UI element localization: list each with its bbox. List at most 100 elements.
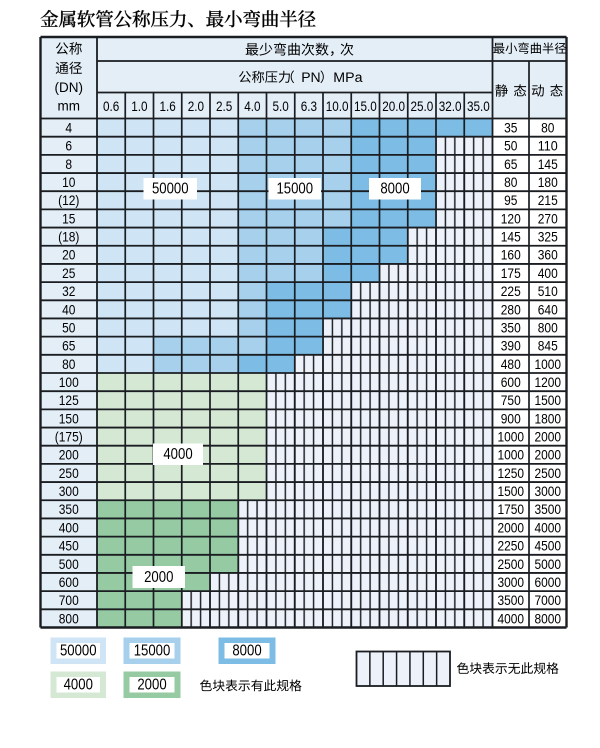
svg-text:8000: 8000 xyxy=(380,180,409,197)
svg-text:225: 225 xyxy=(501,284,521,299)
svg-text:145: 145 xyxy=(538,157,558,172)
svg-text:2000: 2000 xyxy=(137,677,166,694)
svg-text:20.0: 20.0 xyxy=(382,99,405,114)
svg-text:65: 65 xyxy=(504,157,517,172)
svg-text:MPa: MPa xyxy=(333,70,362,86)
svg-text:50000: 50000 xyxy=(152,180,189,197)
svg-text:15.0: 15.0 xyxy=(354,99,377,114)
svg-text:390: 390 xyxy=(501,339,521,354)
svg-text:750: 750 xyxy=(501,393,521,408)
svg-text:1000: 1000 xyxy=(534,357,561,372)
svg-text:3500: 3500 xyxy=(534,502,561,517)
svg-text:15000: 15000 xyxy=(276,180,313,197)
svg-text:300: 300 xyxy=(59,484,79,499)
svg-text:2000: 2000 xyxy=(534,430,561,445)
svg-text:50000: 50000 xyxy=(60,643,97,660)
svg-text:360: 360 xyxy=(538,248,558,263)
svg-text:350: 350 xyxy=(501,320,521,335)
svg-text:6.3: 6.3 xyxy=(301,99,317,114)
svg-text:400: 400 xyxy=(59,520,79,535)
svg-text:2500: 2500 xyxy=(534,466,561,481)
svg-text:1.0: 1.0 xyxy=(131,99,148,114)
svg-text:200: 200 xyxy=(59,448,79,463)
svg-text:5.0: 5.0 xyxy=(272,99,289,114)
svg-text:32: 32 xyxy=(62,284,75,299)
svg-text:(175): (175) xyxy=(55,430,83,445)
svg-text:4000: 4000 xyxy=(497,611,524,626)
svg-text:175: 175 xyxy=(501,266,521,281)
svg-text:180: 180 xyxy=(538,175,558,190)
svg-text:800: 800 xyxy=(538,320,558,335)
svg-text:8000: 8000 xyxy=(534,611,561,626)
svg-text:600: 600 xyxy=(501,375,521,390)
svg-text:35: 35 xyxy=(504,120,517,135)
svg-text:4000: 4000 xyxy=(64,677,93,694)
svg-text:145: 145 xyxy=(501,230,521,245)
svg-text:15000: 15000 xyxy=(134,643,171,660)
svg-text:150: 150 xyxy=(59,411,79,426)
svg-text:15: 15 xyxy=(62,211,75,226)
svg-text:10: 10 xyxy=(62,175,76,190)
svg-text:900: 900 xyxy=(501,411,521,426)
svg-text:6: 6 xyxy=(65,139,72,154)
svg-text:20: 20 xyxy=(62,248,76,263)
svg-text:40: 40 xyxy=(62,302,76,317)
svg-text:845: 845 xyxy=(538,339,558,354)
svg-text:mm: mm xyxy=(58,99,81,114)
svg-text:120: 120 xyxy=(501,211,521,226)
svg-text:5000: 5000 xyxy=(534,557,561,572)
svg-text:160: 160 xyxy=(501,248,521,263)
svg-text:450: 450 xyxy=(59,539,79,554)
svg-text:1.6: 1.6 xyxy=(159,99,175,114)
svg-text:1500: 1500 xyxy=(534,393,561,408)
svg-text:1800: 1800 xyxy=(534,411,561,426)
svg-text:35.0: 35.0 xyxy=(467,99,490,114)
svg-text:4000: 4000 xyxy=(534,520,561,535)
svg-text:350: 350 xyxy=(59,502,79,517)
svg-text:(12): (12) xyxy=(58,193,79,208)
svg-text:110: 110 xyxy=(538,139,558,154)
svg-text:50: 50 xyxy=(504,139,518,154)
svg-text:1000: 1000 xyxy=(497,448,524,463)
svg-text:270: 270 xyxy=(538,211,558,226)
svg-text:3000: 3000 xyxy=(497,575,524,590)
svg-text:2000: 2000 xyxy=(534,448,561,463)
svg-text:125: 125 xyxy=(59,393,79,408)
svg-text:400: 400 xyxy=(538,266,558,281)
svg-text:2.0: 2.0 xyxy=(188,99,205,114)
svg-text:4000: 4000 xyxy=(163,446,192,463)
svg-text:100: 100 xyxy=(59,375,79,390)
svg-text:8000: 8000 xyxy=(232,643,261,660)
svg-text:1200: 1200 xyxy=(534,375,561,390)
svg-text:7000: 7000 xyxy=(534,593,561,608)
svg-text:25.0: 25.0 xyxy=(410,99,433,114)
svg-text:1000: 1000 xyxy=(497,430,524,445)
svg-text:1750: 1750 xyxy=(497,502,524,517)
svg-text:80: 80 xyxy=(541,120,555,135)
svg-text:4: 4 xyxy=(65,120,72,135)
svg-text:800: 800 xyxy=(59,611,79,626)
svg-text:640: 640 xyxy=(538,302,558,317)
svg-text:1250: 1250 xyxy=(497,466,524,481)
svg-text:PN: PN xyxy=(301,69,320,85)
svg-text:2000: 2000 xyxy=(144,569,173,586)
svg-text:8: 8 xyxy=(65,157,72,172)
svg-text:4500: 4500 xyxy=(534,539,561,554)
svg-text:325: 325 xyxy=(538,230,558,245)
svg-text:(DN): (DN) xyxy=(55,80,84,95)
svg-text:1500: 1500 xyxy=(497,484,524,499)
svg-text:500: 500 xyxy=(59,557,79,572)
svg-text:600: 600 xyxy=(59,575,79,590)
svg-text:(18): (18) xyxy=(58,230,79,245)
svg-text:25: 25 xyxy=(62,266,75,281)
svg-text:2500: 2500 xyxy=(497,557,524,572)
svg-text:510: 510 xyxy=(538,284,558,299)
svg-text:0.6: 0.6 xyxy=(103,99,119,114)
svg-text:480: 480 xyxy=(501,357,521,372)
svg-text:4.0: 4.0 xyxy=(244,99,261,114)
svg-text:215: 215 xyxy=(538,193,558,208)
svg-text:65: 65 xyxy=(62,339,75,354)
svg-text:2250: 2250 xyxy=(497,539,524,554)
svg-text:700: 700 xyxy=(59,593,79,608)
svg-text:3000: 3000 xyxy=(534,484,561,499)
